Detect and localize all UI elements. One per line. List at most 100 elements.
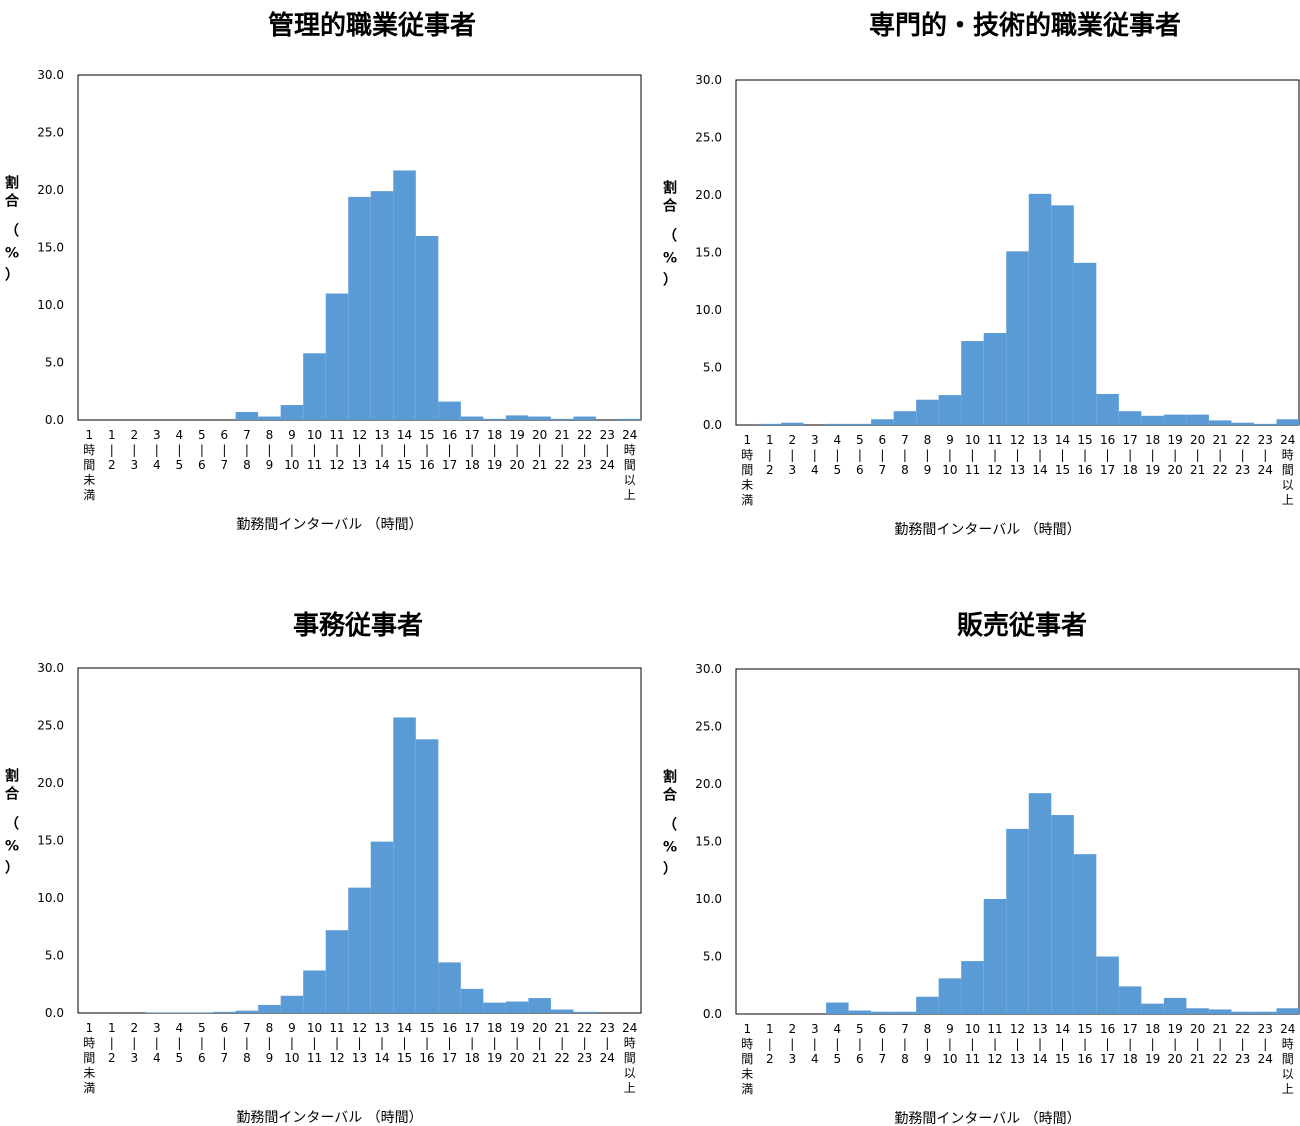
x-tick-label: 2 [130, 1021, 138, 1035]
y-tick-label: 5.0 [45, 356, 64, 370]
x-tick-label: 12 [1010, 1022, 1025, 1036]
x-tick-label: | [290, 443, 294, 457]
bar [235, 411, 259, 420]
x-tick-label: 24 [622, 1021, 637, 1035]
x-tick-label: 15 [419, 428, 434, 442]
x-tick-label: | [448, 443, 452, 457]
x-tick-label: | [880, 1037, 884, 1051]
x-tick-label: 8 [266, 1021, 274, 1035]
x-tick-label: 7 [901, 1022, 909, 1036]
x-tick-label: 1 [743, 1022, 751, 1036]
y-axis-label-char: ） [5, 861, 19, 877]
y-axis-label-char: 合 [663, 787, 678, 804]
x-tick-label: 10 [965, 433, 980, 447]
y-tick-label: 5.0 [703, 950, 722, 964]
x-tick-label: | [1015, 1037, 1019, 1051]
x-tick-label: 16 [1100, 1022, 1115, 1036]
x-tick-label: | [813, 1037, 817, 1051]
x-tick-label: 16 [419, 1051, 434, 1065]
x-tick-label: 10 [284, 1051, 299, 1065]
x-tick-label: | [993, 1037, 997, 1051]
x-tick-label: 22 [1213, 1052, 1228, 1066]
x-tick-label: 18 [464, 1051, 479, 1065]
x-tick-label: | [1173, 448, 1177, 462]
x-tick-label: 3 [130, 1051, 138, 1065]
bar [258, 416, 281, 420]
x-tick-label: | [177, 1036, 181, 1050]
x-tick-label: | [768, 448, 772, 462]
bar [415, 236, 439, 420]
x-tick-label: 上 [624, 488, 636, 502]
y-tick-label: 25.0 [37, 126, 64, 140]
x-tick-label: 以 [1282, 1067, 1294, 1081]
x-tick-label: 19 [1145, 1052, 1160, 1066]
x-tick-label: | [560, 443, 564, 457]
x-tick-label: 4 [811, 463, 819, 477]
x-tick-label: 18 [487, 428, 502, 442]
x-tick-label: 4 [153, 458, 161, 472]
chart-title: 管理的職業従事者 [268, 10, 476, 41]
y-tick-label: 10.0 [37, 298, 64, 312]
x-tick-label: 3 [153, 1021, 161, 1035]
x-axis-label: 勤務間インターバル （時間） [894, 522, 1080, 538]
x-tick-label: | [312, 1036, 316, 1050]
x-tick-label: 5 [198, 428, 206, 442]
x-tick-label: | [768, 1037, 772, 1051]
x-tick-label: 24 [1280, 1022, 1295, 1036]
x-tick-label: 19 [487, 1051, 502, 1065]
x-tick-label: | [357, 443, 361, 457]
x-tick-label: 7 [901, 433, 909, 447]
x-tick-label: 5 [834, 463, 842, 477]
x-tick-label: 以 [624, 473, 636, 487]
x-tick-label: 間 [83, 458, 95, 472]
x-tick-label: | [925, 1037, 929, 1051]
x-tick-label: | [1241, 1037, 1245, 1051]
x-tick-label: | [335, 1036, 339, 1050]
x-tick-label: 4 [176, 1021, 184, 1035]
x-tick-label: 4 [811, 1052, 819, 1066]
bar [781, 422, 804, 425]
bar [528, 998, 551, 1013]
x-tick-label: 時 [1282, 1037, 1294, 1051]
y-tick-label: 0.0 [703, 1007, 722, 1021]
chart-panel-3: 事務従事者0.05.010.015.020.025.030.0割合（%）1時間未… [5, 611, 642, 1126]
x-tick-label: 17 [442, 1051, 457, 1065]
x-tick-label: 時 [741, 448, 753, 462]
x-tick-label: | [1038, 448, 1042, 462]
x-tick-label: | [245, 443, 249, 457]
bar [145, 1012, 169, 1013]
x-tick-label: 13 [1010, 463, 1025, 477]
x-tick-label: 5 [176, 1051, 184, 1065]
bar [438, 401, 461, 420]
x-tick-label: | [1083, 1037, 1087, 1051]
x-tick-label: 5 [856, 1022, 864, 1036]
x-tick-label: 18 [1122, 1052, 1137, 1066]
x-tick-label: 18 [487, 1021, 502, 1035]
x-tick-label: 2 [108, 458, 116, 472]
y-axis-label-char: （ [663, 229, 677, 245]
x-tick-label: | [425, 1036, 429, 1050]
chart-title: 専門的・技術的職業従事者 [869, 10, 1181, 41]
bar [1096, 956, 1119, 1014]
x-tick-label: 12 [987, 1052, 1002, 1066]
x-tick-label: 時 [624, 1036, 636, 1050]
x-tick-label: 2 [130, 428, 138, 442]
x-tick-label: 未 [83, 473, 95, 487]
x-tick-label: 15 [1055, 463, 1070, 477]
x-tick-label: 16 [1100, 433, 1115, 447]
x-tick-label: 22 [555, 458, 570, 472]
x-tick-label: | [835, 448, 839, 462]
x-tick-label: 21 [1190, 463, 1205, 477]
x-tick-label: 11 [329, 1021, 344, 1035]
x-tick-label: 10 [307, 428, 322, 442]
x-tick-label: | [335, 443, 339, 457]
x-tick-label: | [1061, 448, 1065, 462]
bar [1186, 414, 1209, 425]
bar [1231, 1011, 1254, 1014]
x-tick-label: | [1038, 1037, 1042, 1051]
x-tick-label: 15 [397, 1051, 412, 1065]
bar [1141, 415, 1164, 425]
x-tick-label: 13 [374, 1021, 389, 1035]
bar [550, 418, 574, 420]
